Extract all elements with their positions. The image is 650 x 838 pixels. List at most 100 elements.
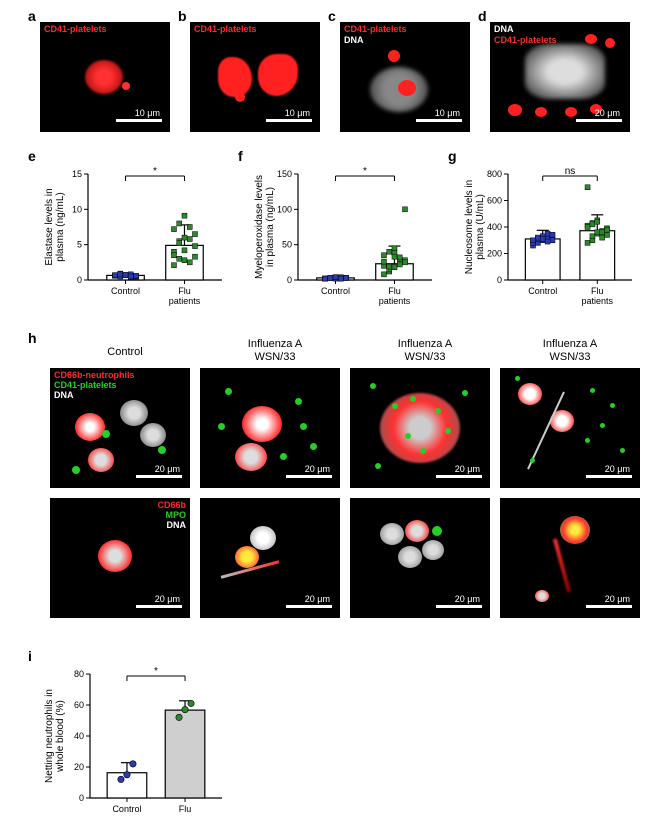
- svg-text:80: 80: [74, 669, 84, 679]
- svg-text:Control: Control: [112, 804, 141, 814]
- label-g: g: [448, 148, 457, 164]
- svg-text:Myeloperoxidase levels: Myeloperoxidase levels: [254, 175, 265, 279]
- svg-text:800: 800: [487, 169, 502, 179]
- h-r2c2-sbt: 20 μm: [305, 594, 330, 604]
- h-col4-title: Influenza A WSN/33: [510, 338, 630, 363]
- h-r1c4-sb: [586, 475, 632, 478]
- micrograph-d: DNA CD41-platelets 20 μm: [490, 22, 630, 132]
- h-r2c3: 20 μm: [350, 498, 490, 618]
- svg-text:0: 0: [497, 275, 502, 285]
- svg-text:*: *: [153, 166, 157, 177]
- svg-text:100: 100: [277, 204, 292, 214]
- svg-text:40: 40: [74, 731, 84, 741]
- svg-text:5: 5: [77, 240, 82, 250]
- h-r1-l3: DNA: [54, 391, 74, 401]
- svg-text:Control: Control: [111, 286, 140, 296]
- h-r1c4: 20 μm: [500, 368, 640, 488]
- label-h: h: [28, 330, 37, 346]
- h-r1c2: 20 μm: [200, 368, 340, 488]
- svg-text:0: 0: [287, 275, 292, 285]
- svg-text:Flu: Flu: [179, 804, 192, 814]
- micro-b-label: CD41-platelets: [194, 25, 257, 35]
- h-r1c3: 20 μm: [350, 368, 490, 488]
- svg-text:in plasma (ng/mL): in plasma (ng/mL): [265, 187, 276, 267]
- h-r2c3-sbt: 20 μm: [455, 594, 480, 604]
- scalebar-a-text: 10 μm: [135, 108, 160, 118]
- micrograph-b: CD41-platelets 10 μm: [190, 22, 320, 132]
- h-r2c4: 20 μm: [500, 498, 640, 618]
- svg-text:patients: patients: [379, 296, 411, 306]
- h-r2c4-sbt: 20 μm: [605, 594, 630, 604]
- h-r2c1-sbt: 20 μm: [155, 594, 180, 604]
- svg-text:60: 60: [74, 700, 84, 710]
- h-r1c1: CD66b-neutrophils CD41-platelets DNA 20 …: [50, 368, 190, 488]
- svg-text:0: 0: [77, 275, 82, 285]
- h-col3-title: Influenza A WSN/33: [365, 338, 485, 363]
- scalebar-d: [576, 119, 622, 122]
- h-col1-title: Control: [65, 346, 185, 359]
- scalebar-d-text: 20 μm: [595, 108, 620, 118]
- svg-text:150: 150: [277, 169, 292, 179]
- svg-text:200: 200: [487, 249, 502, 259]
- svg-text:plasma (U/mL): plasma (U/mL): [475, 194, 486, 260]
- micrograph-c: CD41-platelets DNA 10 μm: [340, 22, 470, 132]
- h-r2-l3: DNA: [167, 521, 187, 531]
- svg-text:*: *: [154, 666, 158, 677]
- scalebar-c: [416, 119, 462, 122]
- chart-i: 020406080Netting neutrophils inwhole blo…: [40, 660, 230, 828]
- chart-f: 0 50 100 150 Myeloperoxidase levelsin plasma…: [250, 160, 440, 320]
- svg-text:Flu: Flu: [591, 286, 604, 296]
- scalebar-b: [266, 119, 312, 122]
- label-c: c: [328, 8, 336, 24]
- h-r2c2-sb: [286, 605, 332, 608]
- svg-text:15: 15: [72, 169, 82, 179]
- label-f: f: [238, 148, 243, 164]
- svg-text:Control: Control: [321, 286, 350, 296]
- chart-g: 0 200 400 600 800 Nucleosome levels inplasma …: [460, 160, 640, 320]
- label-b: b: [178, 8, 187, 24]
- svg-text:*: *: [363, 166, 367, 177]
- micro-d-label1: DNA: [494, 25, 514, 35]
- h-r1c4-sbt: 20 μm: [605, 464, 630, 474]
- scalebar-a: [116, 119, 162, 122]
- svg-text:600: 600: [487, 196, 502, 206]
- svg-text:50: 50: [282, 240, 292, 250]
- svg-text:Control: Control: [528, 286, 557, 296]
- svg-text:patients: patients: [582, 296, 614, 306]
- h-r1c1-sb: [136, 475, 182, 478]
- chart-e: 0 5 10 15 Elastase levels inplasma (ng/mL) Co…: [40, 160, 230, 320]
- h-col2-title: Influenza A WSN/33: [215, 338, 335, 363]
- svg-text:400: 400: [487, 222, 502, 232]
- svg-text:Elastase levels in: Elastase levels in: [44, 188, 55, 265]
- svg-text:Netting neutrophils in: Netting neutrophils in: [44, 689, 55, 783]
- h-r2c1: CD66b MPO DNA 20 μm: [50, 498, 190, 618]
- scalebar-b-text: 10 μm: [285, 108, 310, 118]
- svg-text:20: 20: [74, 762, 84, 772]
- scalebar-c-text: 10 μm: [435, 108, 460, 118]
- h-r1c3-sb: [436, 475, 482, 478]
- svg-text:whole blood (%): whole blood (%): [55, 700, 66, 773]
- label-i: i: [28, 648, 32, 664]
- h-r1c1-sbt: 20 μm: [155, 464, 180, 474]
- h-r1c2-sb: [286, 475, 332, 478]
- svg-text:patients: patients: [169, 296, 201, 306]
- label-a: a: [28, 8, 36, 24]
- h-r1c2-sbt: 20 μm: [305, 464, 330, 474]
- h-r2c1-sb: [136, 605, 182, 608]
- svg-text:Nucleosome levels in: Nucleosome levels in: [464, 180, 475, 275]
- h-r2c2: 20 μm: [200, 498, 340, 618]
- svg-text:10: 10: [72, 204, 82, 214]
- h-r2c3-sb: [436, 605, 482, 608]
- label-e: e: [28, 148, 36, 164]
- h-r2c4-sb: [586, 605, 632, 608]
- svg-text:Flu: Flu: [178, 286, 191, 296]
- svg-text:Flu: Flu: [388, 286, 401, 296]
- micro-c-label2: DNA: [344, 36, 364, 46]
- micrograph-a: CD41-platelets 10 μm: [40, 22, 170, 132]
- micro-a-label: CD41-platelets: [44, 25, 107, 35]
- svg-text:plasma (ng/mL): plasma (ng/mL): [55, 192, 66, 261]
- svg-text:ns: ns: [565, 166, 576, 177]
- h-r1c3-sbt: 20 μm: [455, 464, 480, 474]
- label-d: d: [478, 8, 487, 24]
- micro-c-label1: CD41-platelets: [344, 25, 407, 35]
